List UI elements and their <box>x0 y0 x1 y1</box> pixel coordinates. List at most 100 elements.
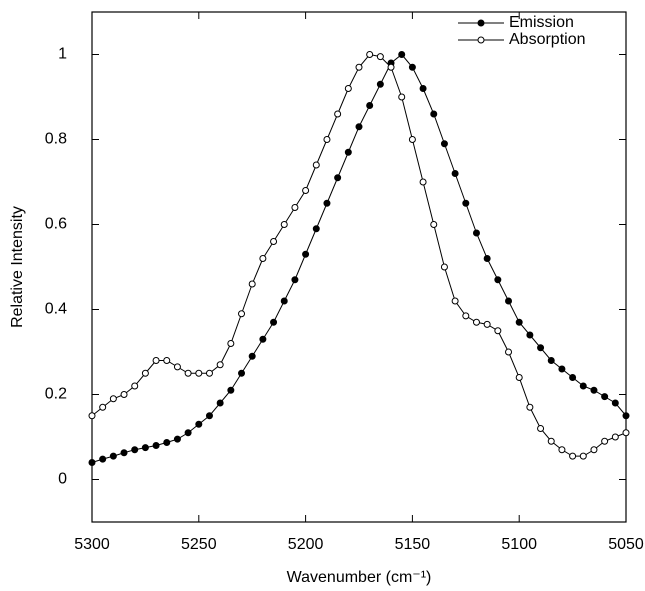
marker <box>205 412 213 420</box>
marker <box>376 80 384 88</box>
marker <box>195 369 203 377</box>
marker <box>355 63 363 71</box>
marker <box>280 221 288 228</box>
marker <box>558 365 566 373</box>
marker <box>173 363 181 371</box>
marker <box>163 357 171 364</box>
marker <box>270 318 278 326</box>
marker <box>184 369 192 377</box>
marker <box>408 63 416 71</box>
series-line <box>91 53 627 463</box>
marker <box>280 297 288 305</box>
marker <box>195 420 203 428</box>
marker <box>259 255 267 262</box>
marker <box>483 255 491 262</box>
marker <box>334 110 342 118</box>
marker <box>152 442 160 449</box>
series-line <box>91 53 627 457</box>
marker <box>547 357 555 364</box>
marker <box>622 429 630 437</box>
marker <box>344 148 352 156</box>
marker <box>205 369 213 377</box>
marker <box>88 412 96 420</box>
marker <box>537 425 545 432</box>
marker <box>537 344 545 352</box>
marker <box>419 178 427 186</box>
marker <box>398 93 406 101</box>
marker <box>419 85 427 92</box>
marker <box>344 85 352 92</box>
marker <box>248 352 256 360</box>
marker <box>270 238 278 245</box>
marker <box>408 136 416 143</box>
y-axis-label: Relative Intensity <box>9 206 26 328</box>
marker <box>472 318 480 326</box>
marker <box>569 374 577 381</box>
marker <box>323 199 331 207</box>
legend-label: Emission <box>509 14 574 31</box>
marker <box>312 225 320 233</box>
marker <box>472 229 480 237</box>
marker <box>505 297 513 305</box>
legend-marker <box>477 36 485 44</box>
legend-marker <box>477 19 485 27</box>
marker <box>494 327 502 335</box>
marker <box>131 382 139 390</box>
marker <box>88 459 96 466</box>
marker <box>440 140 448 148</box>
marker <box>238 369 246 377</box>
x-tick-label: 5100 <box>501 536 537 553</box>
marker <box>248 280 256 288</box>
marker <box>259 335 267 343</box>
marker <box>430 110 438 118</box>
marker <box>109 452 117 460</box>
marker <box>451 297 459 305</box>
plot-frame <box>91 11 627 523</box>
marker <box>216 361 224 369</box>
marker <box>376 53 384 61</box>
marker <box>590 446 598 454</box>
marker <box>184 429 192 437</box>
marker <box>302 250 310 258</box>
marker <box>99 403 107 411</box>
y-tick-label: 0.4 <box>45 301 67 318</box>
marker <box>601 393 609 401</box>
marker <box>99 455 107 463</box>
marker <box>505 348 513 356</box>
marker <box>462 199 470 207</box>
marker <box>323 136 331 143</box>
x-tick-label: 5150 <box>395 536 431 553</box>
marker <box>120 449 128 457</box>
marker <box>291 204 299 211</box>
marker <box>526 331 534 339</box>
y-tick-label: 0.6 <box>45 216 67 233</box>
legend-label: Absorption <box>509 31 586 48</box>
marker <box>611 399 619 407</box>
marker <box>141 444 149 452</box>
marker <box>547 437 555 445</box>
marker <box>216 399 224 407</box>
marker <box>173 435 181 443</box>
marker <box>334 174 342 182</box>
marker <box>601 437 609 445</box>
marker <box>152 357 160 364</box>
y-tick-label: 0.8 <box>45 131 67 148</box>
marker <box>291 276 299 284</box>
marker <box>302 187 310 194</box>
marker <box>579 452 587 460</box>
marker <box>558 446 566 454</box>
marker <box>515 318 523 326</box>
x-axis-label: Wavenumber (cm⁻¹) <box>287 569 432 586</box>
y-tick-label: 1 <box>58 46 67 63</box>
marker <box>227 340 235 347</box>
marker <box>398 51 406 58</box>
marker <box>494 276 502 284</box>
x-tick-label: 5200 <box>288 536 324 553</box>
marker <box>387 63 395 71</box>
marker <box>590 386 598 394</box>
x-tick-label: 5050 <box>608 536 644 553</box>
marker <box>120 391 128 398</box>
marker <box>611 433 619 441</box>
marker <box>622 412 630 420</box>
